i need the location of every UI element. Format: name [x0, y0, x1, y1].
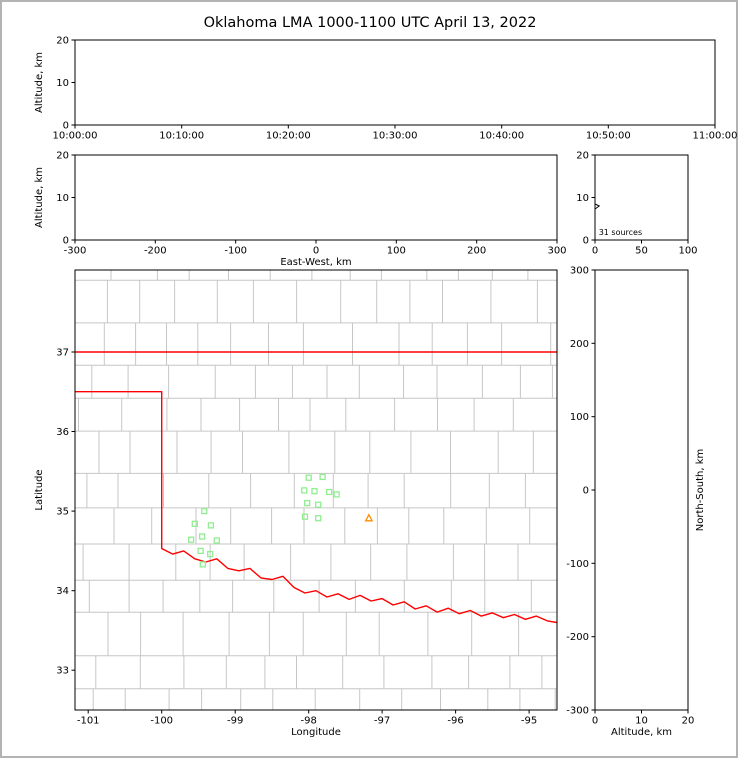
- x-tick-label: 20: [682, 716, 695, 727]
- y-tick-label: 35: [56, 507, 69, 518]
- x-tick-label: -95: [521, 716, 537, 727]
- y-tick-label: 200: [570, 339, 589, 350]
- x-tick-label: -96: [447, 716, 463, 727]
- lma-station-marker: [187, 536, 195, 543]
- x-tick-label: 0: [592, 246, 598, 257]
- y-tick-label: 0: [583, 486, 589, 497]
- lma-station-marker: [301, 487, 308, 494]
- panel-time_height: 10:00:00 10:10:00 10:20:00 10:30:00 10:40:00…: [34, 36, 737, 142]
- x-tick-label: 10:10:00: [159, 131, 204, 142]
- x-tick-label: -100: [150, 716, 173, 727]
- x-tick-label: 0: [592, 716, 598, 727]
- y-tick-label: 0: [583, 236, 589, 247]
- lma-station-marker: [198, 533, 206, 540]
- x-tick-label: 10: [635, 716, 648, 727]
- x-tick-label: 200: [467, 246, 486, 257]
- y-axis-label: Altitude, km: [34, 167, 45, 228]
- y-tick-label: 100: [570, 412, 589, 423]
- x-tick-label: 11:00:00: [693, 131, 738, 142]
- x-axis-label: Longitude: [291, 727, 341, 738]
- lma-station-marker: [199, 561, 206, 568]
- x-tick-label: 10:50:00: [586, 131, 631, 142]
- lma-station-marker: [315, 515, 322, 522]
- lma-station-marker: [319, 473, 326, 481]
- panel-ew_height: -300 -200 -100 0 100 200 300 0 10 20 East-West, km…: [34, 151, 567, 269]
- figure-title: Oklahoma LMA 1000-1100 UTC April 13, 202…: [204, 15, 537, 31]
- panel-plan_view: -101 -100 -99 -98 -97 -96 -95 33 34 35 36 37 Longitu…: [34, 269, 558, 738]
- y-tick-label: -200: [566, 632, 589, 643]
- y-axis-label: Altitude, km: [34, 52, 45, 113]
- y-tick-label: 20: [576, 151, 589, 162]
- x-tick-label: -99: [227, 716, 243, 727]
- x-axis-label: East-West, km: [280, 257, 351, 268]
- y-tick-label: 0: [63, 121, 69, 132]
- lma-station-marker: [207, 522, 215, 529]
- y-tick-label: 33: [56, 666, 69, 677]
- x-tick-label: 100: [387, 246, 406, 257]
- y-tick-label: 37: [56, 348, 69, 359]
- x-tick-label: 10:00:00: [53, 131, 98, 142]
- lma-station-marker: [315, 501, 322, 508]
- lma-station-marker: [197, 547, 204, 555]
- sources-count-label: 31 sources: [599, 228, 642, 237]
- y-axis-label: Latitude: [34, 469, 45, 510]
- network-center-marker: [364, 513, 374, 522]
- x-tick-label: -300: [64, 246, 87, 257]
- lma-station-marker: [201, 507, 208, 515]
- y-tick-label: 10: [56, 193, 69, 204]
- y-tick-label: 34: [56, 586, 69, 597]
- panel-ns_height: 0 10 20 -300 -200 -100 0 100 200 300 Altitude, km N…: [566, 266, 706, 739]
- lma-station-marker: [191, 520, 198, 527]
- y-tick-label: 0: [63, 236, 69, 247]
- x-tick-label: 0: [313, 246, 319, 257]
- lma-station-marker: [301, 513, 309, 520]
- lma-station-marker: [207, 550, 214, 558]
- y-tick-label: 10: [576, 193, 589, 204]
- panel-border: [74, 269, 558, 711]
- x-tick-label: -100: [224, 246, 247, 257]
- lma-station-marker: [326, 488, 333, 496]
- lma-station-marker: [333, 491, 340, 498]
- y-tick-label: 300: [570, 266, 589, 277]
- x-tick-label: -101: [77, 716, 100, 727]
- x-tick-label: 10:30:00: [373, 131, 418, 142]
- lma-station-marker: [213, 537, 220, 544]
- x-tick-label: 100: [678, 246, 697, 257]
- y-axis-label-right: North-South, km: [695, 449, 706, 532]
- x-tick-label: -200: [144, 246, 167, 257]
- lma-station-marker: [311, 488, 318, 495]
- lma-station-marker: [305, 474, 312, 481]
- x-axis-label: Altitude, km: [611, 727, 672, 738]
- x-tick-label: -98: [301, 716, 317, 727]
- x-tick-label: 50: [635, 246, 648, 257]
- y-tick-label: -300: [566, 706, 589, 717]
- map-content: [75, 270, 557, 710]
- lma-station-marker: [304, 499, 311, 507]
- y-tick-label: 10: [56, 78, 69, 89]
- y-tick-label: 20: [56, 151, 69, 162]
- x-tick-label: 300: [547, 246, 566, 257]
- x-tick-label: 10:20:00: [266, 131, 311, 142]
- y-tick-label: 36: [56, 427, 69, 438]
- state-border: [75, 391, 557, 624]
- x-tick-label: 10:40:00: [479, 131, 524, 142]
- y-tick-label: 20: [56, 36, 69, 47]
- y-tick-label: -100: [566, 559, 589, 570]
- x-tick-label: -97: [374, 716, 390, 727]
- altitude-histogram-line: [594, 203, 601, 210]
